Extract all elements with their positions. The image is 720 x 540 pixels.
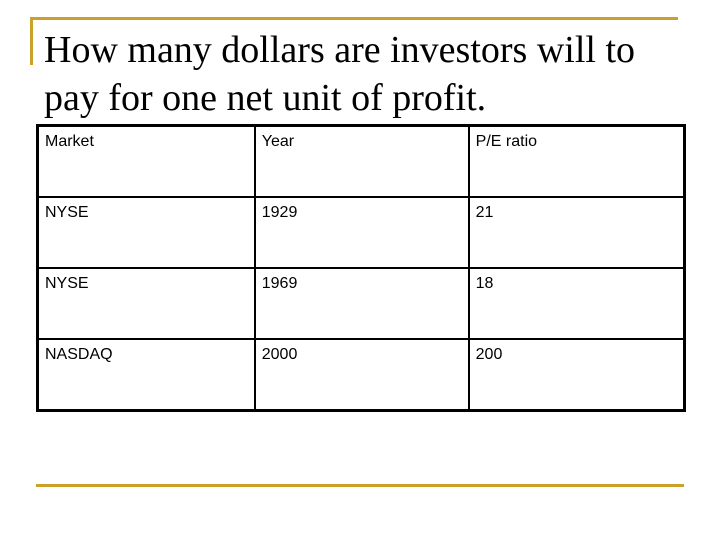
cell-year: 2000 [253,338,470,412]
table-header-row: Market Year P/E ratio [36,124,686,198]
header-market: Market [36,124,256,198]
table-row: NASDAQ 2000 200 [36,338,686,412]
header-pe-ratio: P/E ratio [467,124,686,198]
cell-year: 1929 [253,195,470,270]
slide-title: How many dollars are investors will to p… [44,29,636,119]
accent-rule-top [30,17,678,20]
header-year: Year [253,124,470,198]
accent-rule-left [30,17,33,65]
pe-ratio-table: Market Year P/E ratio NYSE 1929 21 NYSE … [36,124,686,412]
table-row: NYSE 1969 18 [36,266,686,341]
cell-pe-ratio: 200 [467,338,686,412]
cell-pe-ratio: 21 [467,195,686,270]
table-row: NYSE 1929 21 [36,195,686,270]
cell-market: NASDAQ [36,338,256,412]
accent-rule-bottom [36,484,684,487]
cell-market: NYSE [36,195,256,270]
cell-market: NYSE [36,266,256,341]
cell-year: 1969 [253,266,470,341]
cell-pe-ratio: 18 [467,266,686,341]
